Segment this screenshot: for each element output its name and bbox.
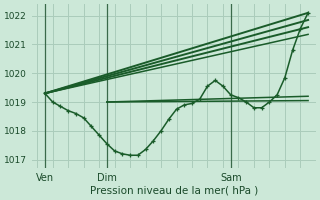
X-axis label: Pression niveau de la mer( hPa ): Pression niveau de la mer( hPa )	[90, 186, 258, 196]
